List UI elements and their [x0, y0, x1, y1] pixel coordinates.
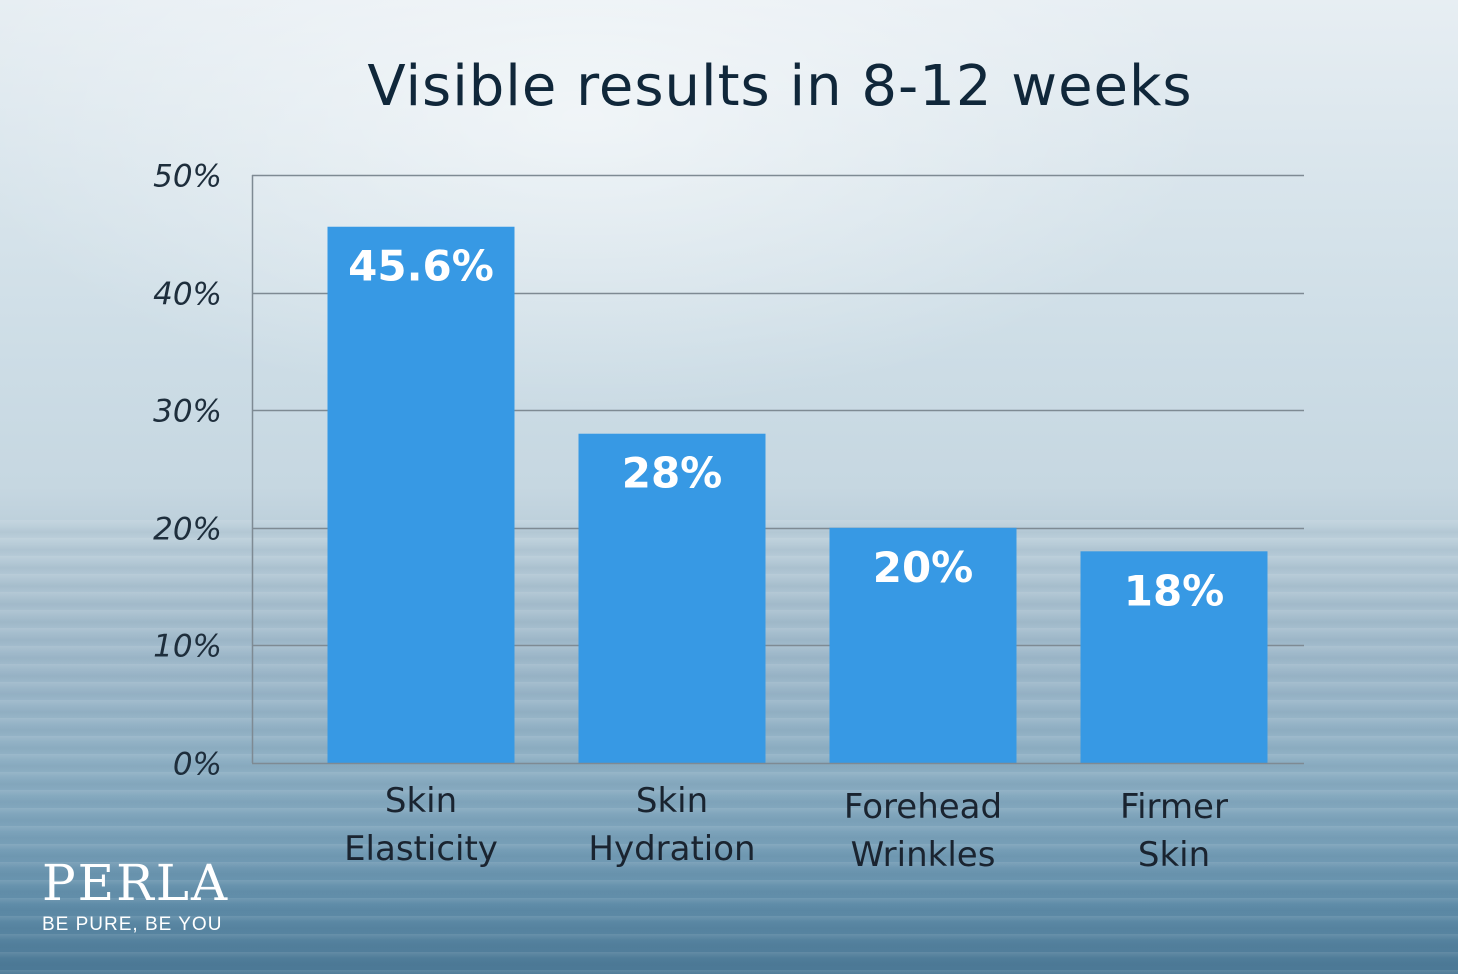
y-tick-label: 0%	[173, 747, 222, 783]
data-label: 28%	[622, 449, 723, 498]
y-tick-label: 40%	[153, 277, 222, 313]
chart-title: Visible results in 8-12 weeks	[367, 54, 1193, 119]
y-tick-label: 20%	[153, 512, 222, 548]
x-tick-label: Forehead	[844, 787, 1002, 827]
bar	[578, 433, 766, 763]
data-label: 20%	[873, 543, 974, 592]
y-tick-label: 30%	[153, 394, 222, 430]
bar	[327, 226, 515, 763]
bar	[829, 527, 1017, 763]
labels: 0% 10% 20% 30% 40% 50% 45.6% Skin Elasticity 28% S…	[153, 159, 1228, 876]
bars	[327, 226, 1268, 763]
x-tick-label: Skin	[636, 781, 708, 821]
x-tick-label: Wrinkles	[851, 835, 996, 875]
x-tick-label: Skin	[385, 781, 457, 821]
y-tick-label: 10%	[153, 629, 222, 665]
data-label: 18%	[1124, 566, 1225, 615]
x-tick-label: Hydration	[588, 829, 755, 869]
brand-tagline: BE PURE, BE YOU	[42, 914, 223, 935]
x-tick-label: Skin	[1138, 835, 1210, 875]
perla-logo: PERLA BE PURE, BE YOU	[42, 858, 229, 936]
x-tick-label: Firmer	[1120, 787, 1228, 827]
y-tick-label: 50%	[153, 159, 222, 195]
data-label: 45.6%	[348, 242, 494, 291]
brand-name: PERLA	[42, 854, 230, 912]
bar	[1080, 551, 1268, 763]
axes	[251, 175, 1304, 765]
x-tick-label: Elasticity	[344, 829, 498, 869]
